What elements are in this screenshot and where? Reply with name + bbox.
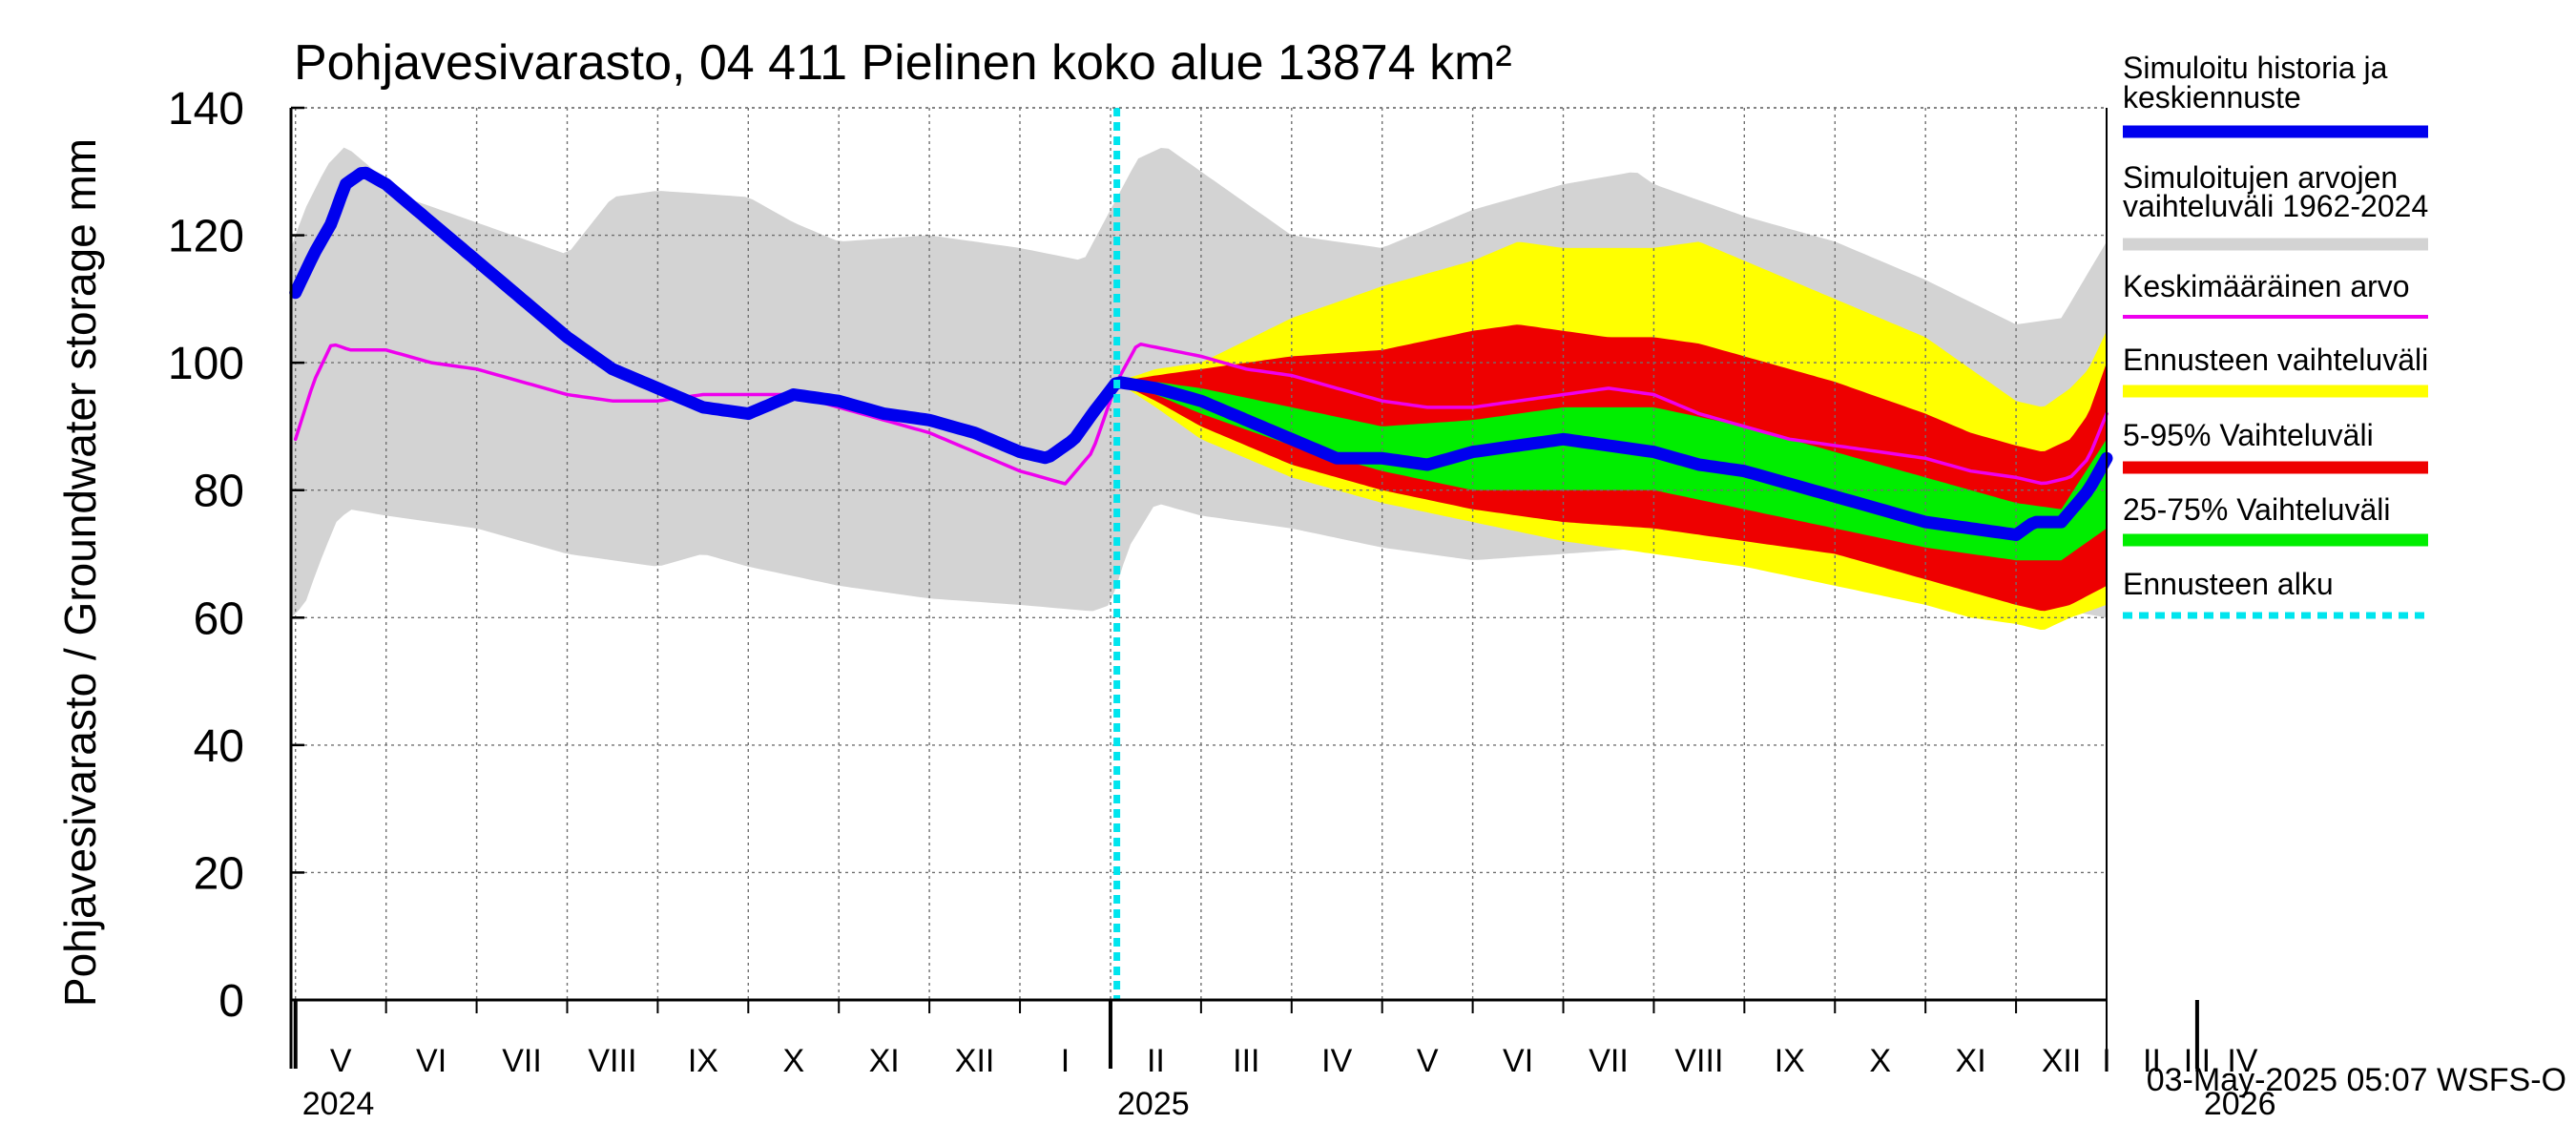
month-label: VIII [588,1043,636,1079]
month-label: VII [502,1043,542,1079]
simulated-forecast-line [289,166,2113,541]
forecast-25-75-band [1116,382,2107,561]
y-tick-label: 140 [168,84,244,135]
y-tick-label: 60 [194,593,244,644]
legend-label: vaihteluväli 1962-2024 [2123,189,2428,223]
month-label: XI [1956,1043,1986,1079]
legend-label: Ennusteen vaihteluväli [2123,343,2428,377]
month-label: VI [1503,1043,1533,1079]
y-tick-label: 20 [194,848,244,899]
legend-label: keskiennuste [2123,80,2301,114]
month-label: IV [2227,1043,2257,1079]
month-label: I [2102,1043,2110,1079]
month-label: VI [416,1043,447,1079]
legend-label: Simuloitujen arvojen [2123,160,2398,195]
grid-lines [291,107,2108,1000]
y-tick-label: 80 [194,467,244,517]
axes [289,107,2108,1069]
month-label: X [1869,1043,1891,1079]
month-label: XI [869,1043,900,1079]
year-label: 2025 [1117,1086,1190,1122]
average-line [293,342,2109,486]
month-label: III [1233,1043,1259,1079]
month-label: V [1417,1043,1439,1079]
legend-label: 5-95% Vaihteluväli [2123,418,2374,452]
month-label: IV [1321,1043,1352,1079]
series-lines [289,108,2113,1000]
range-bands [291,147,2107,630]
chart-title: Pohjavesivarasto, 04 411 Pielinen koko a… [294,35,1512,91]
month-label: VIII [1674,1043,1723,1079]
legend-label: Keskimääräinen arvo [2123,269,2410,303]
month-label: IX [1775,1043,1805,1079]
month-label: IX [688,1043,718,1079]
month-label: XII [955,1043,995,1079]
month-label: I [1061,1043,1070,1079]
y-tick-label: 40 [194,721,244,772]
legend-label: Simuloitu historia ja [2123,51,2388,85]
month-label: X [782,1043,804,1079]
year-label: 2024 [302,1086,375,1122]
timestamp: 03-May-2025 05:07 WSFS-O [2147,1062,2566,1098]
month-label: VII [1589,1043,1629,1079]
month-label: II [2143,1043,2161,1079]
x-ticks: V VI VII VIII IX X XI XII I II III IV V VI VII VIII IX X X… [293,1000,2276,1122]
month-label: II [1147,1043,1165,1079]
month-label: V [330,1043,352,1079]
y-tick-label: 0 [218,976,244,1027]
y-tick-label: 120 [168,212,244,262]
legend-label: Ennusteen alku [2123,567,2334,601]
y-tick-label: 100 [168,339,244,389]
legend-label: 25-75% Vaihteluväli [2123,492,2390,527]
y-axis-label: Pohjavesivarasto / Groundwater storage m… [55,138,105,1007]
year-label: 2026 [2204,1086,2276,1122]
y-ticks: 0 20 40 60 80 100 120 140 [168,84,304,1027]
month-label: XII [2042,1043,2082,1079]
